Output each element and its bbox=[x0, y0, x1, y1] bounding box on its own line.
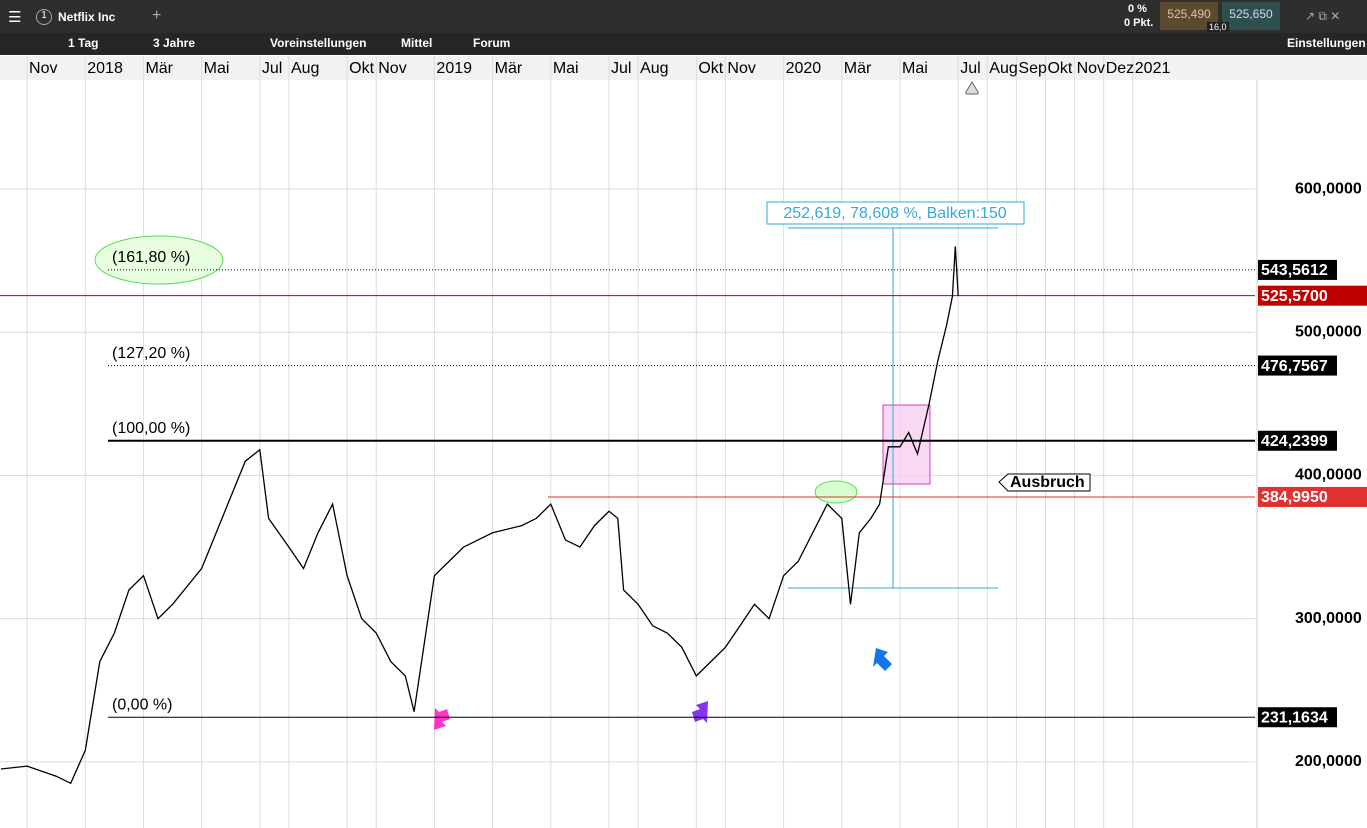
consolidation-box bbox=[882, 404, 931, 485]
x-tick-label: Okt bbox=[698, 60, 723, 77]
level-label: 476,7567 bbox=[1261, 358, 1328, 375]
x-tick-label: Aug bbox=[640, 60, 668, 77]
level-label-box bbox=[1258, 285, 1367, 306]
bid[interactable]: 525,490 bbox=[1160, 2, 1218, 30]
level-label: 543,5612 bbox=[1261, 262, 1328, 279]
ask[interactable]: 525,650 bbox=[1222, 2, 1280, 30]
x-tick-label: Okt bbox=[1047, 60, 1072, 77]
x-tick-label: 2019 bbox=[436, 60, 472, 77]
level-label: 424,2399 bbox=[1261, 433, 1328, 450]
chart-style[interactable]: Mittel bbox=[401, 36, 433, 50]
x-tick-label: Okt bbox=[349, 60, 374, 77]
x-tick-label: Dez bbox=[1106, 60, 1134, 77]
level-label-box bbox=[1258, 259, 1337, 280]
x-tick-label: Nov bbox=[378, 60, 406, 77]
now-marker bbox=[965, 81, 979, 95]
symbol[interactable]: Netflix Inc bbox=[58, 10, 116, 24]
toolbar: 1 Tag 3 Jahre Voreinstellungen Mittel Fo… bbox=[0, 33, 1367, 55]
y-tick-label: 400,0000 bbox=[1295, 467, 1362, 484]
highlight-ellipse bbox=[814, 480, 858, 504]
interval[interactable]: 1 Tag bbox=[68, 36, 99, 50]
level-label-box bbox=[1258, 355, 1337, 376]
price-line bbox=[0, 246, 959, 785]
x-tick-label: Mär bbox=[495, 60, 523, 77]
y-tick-label: 200,0000 bbox=[1295, 753, 1362, 770]
measure-box bbox=[766, 201, 1025, 225]
fib-label: (100,00 %) bbox=[112, 420, 190, 437]
x-tick-label: 2020 bbox=[786, 60, 822, 77]
y-tick-label: 300,0000 bbox=[1295, 610, 1362, 627]
x-tick-label: Nov bbox=[1077, 60, 1105, 77]
measure-label: 252,619, 78,608 %, Balken:150 bbox=[783, 205, 1006, 222]
level-label-box bbox=[1258, 707, 1337, 728]
y-tick-label: 500,0000 bbox=[1295, 324, 1362, 341]
level-label-box bbox=[1258, 486, 1367, 507]
y-tick-label: 600,0000 bbox=[1295, 180, 1362, 197]
x-tick-label: Mär bbox=[145, 60, 173, 77]
change-pts: 0 Pkt. bbox=[1124, 17, 1154, 29]
x-tick-label: Nov bbox=[727, 60, 755, 77]
x-tick-label: Mai bbox=[553, 60, 579, 77]
x-tick-label: Jul bbox=[611, 60, 631, 77]
spread: 16,0 bbox=[1207, 22, 1229, 32]
highlight-ellipse bbox=[94, 235, 224, 285]
breakout-label: Ausbruch bbox=[1010, 474, 1085, 491]
fib-label: (127,20 %) bbox=[112, 345, 190, 362]
arrow-pink bbox=[434, 708, 450, 730]
level-label-box bbox=[1258, 430, 1337, 451]
x-tick-label: Nov bbox=[29, 60, 57, 77]
x-tick-label: Mai bbox=[902, 60, 928, 77]
top-bar: ☰ 1 Netflix Inc + 0 % 0 Pkt. 525,490 525… bbox=[0, 0, 1367, 33]
level-label: 231,1634 bbox=[1261, 709, 1328, 726]
x-tick-label: Mai bbox=[204, 60, 230, 77]
x-tick-label: 2021 bbox=[1135, 60, 1171, 77]
range[interactable]: 3 Jahre bbox=[153, 36, 196, 50]
fib-label: (161,80 %) bbox=[112, 249, 190, 266]
settings[interactable]: Einstellungen bbox=[1287, 36, 1366, 50]
breakout-flag bbox=[998, 473, 1091, 492]
forum[interactable]: Forum bbox=[473, 36, 511, 50]
x-tick-label: Aug bbox=[291, 60, 319, 77]
x-axis-band bbox=[0, 56, 1367, 80]
menu-icon[interactable]: ☰ bbox=[8, 9, 22, 26]
presets[interactable]: Voreinstellungen bbox=[270, 36, 367, 50]
tab-number[interactable]: 1 bbox=[36, 9, 52, 25]
x-tick-label: Jul bbox=[262, 60, 282, 77]
level-label: 384,9950 bbox=[1261, 489, 1328, 506]
x-tick-label: Jul bbox=[960, 60, 980, 77]
x-tick-label: Mär bbox=[844, 60, 872, 77]
level-label: 525,5700 bbox=[1261, 288, 1328, 305]
fib-label: (0,00 %) bbox=[112, 696, 172, 713]
add-tab[interactable]: + bbox=[152, 7, 162, 24]
window-buttons[interactable]: ↗ ⧉ ✕ bbox=[1305, 9, 1341, 23]
x-tick-label: Aug bbox=[989, 60, 1017, 77]
arrow-purple bbox=[692, 701, 708, 723]
x-tick-label: 2018 bbox=[87, 60, 123, 77]
change-pct: 0 % bbox=[1128, 3, 1147, 15]
arrow-blue bbox=[873, 648, 892, 671]
x-tick-label: Sep bbox=[1018, 60, 1047, 77]
chart: 252,619, 78,608 %, Balken:150 Ausbruch N… bbox=[0, 56, 1367, 828]
